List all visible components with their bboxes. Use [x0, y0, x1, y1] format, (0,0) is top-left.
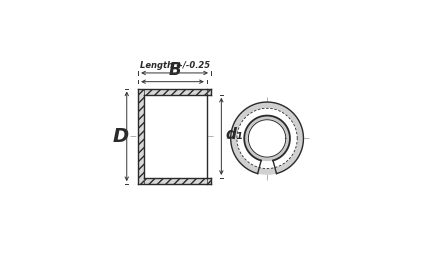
Text: B: B: [168, 60, 181, 79]
Bar: [138, 178, 211, 184]
Bar: [138, 89, 211, 95]
Text: Length +/-0.25: Length +/-0.25: [139, 61, 209, 70]
Bar: [144, 89, 207, 95]
Bar: [207, 89, 211, 95]
Bar: [207, 89, 211, 95]
Text: d₁: d₁: [226, 127, 243, 142]
Bar: [144, 95, 207, 178]
Bar: [144, 178, 207, 184]
Wedge shape: [237, 108, 297, 168]
Wedge shape: [231, 102, 304, 175]
Circle shape: [248, 120, 286, 157]
Bar: [138, 89, 144, 184]
Bar: [207, 178, 211, 184]
Wedge shape: [244, 116, 290, 161]
Text: D: D: [113, 127, 129, 146]
Bar: [207, 178, 211, 184]
Bar: [138, 89, 144, 184]
